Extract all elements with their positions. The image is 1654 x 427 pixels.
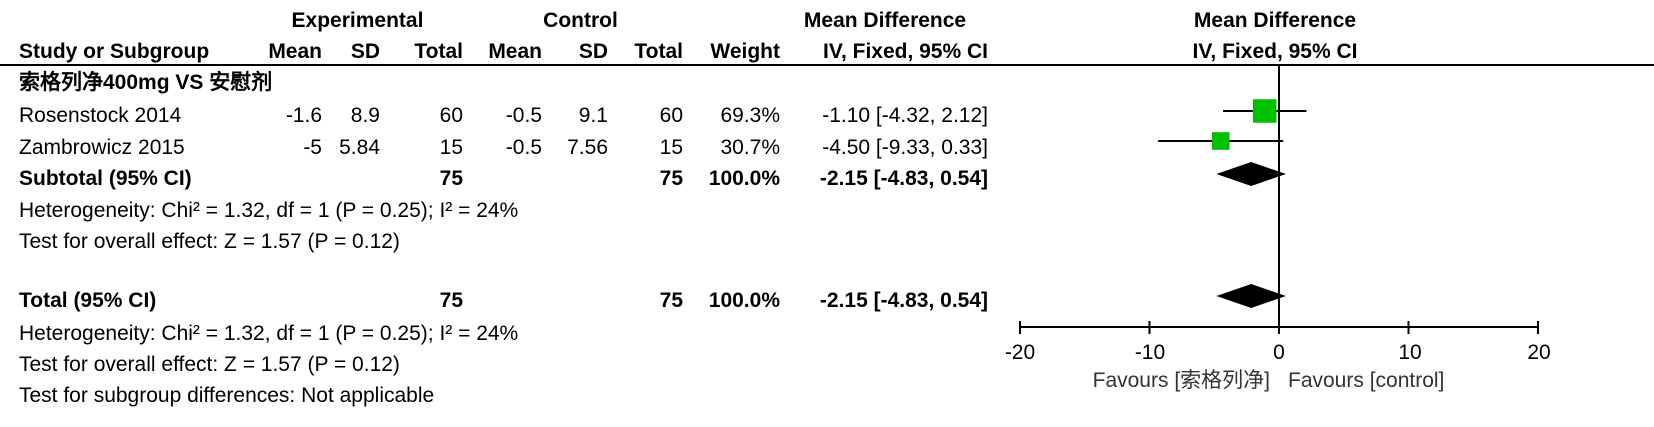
col-weight: Weight bbox=[710, 40, 780, 63]
subgroup-heterogeneity: Heterogeneity: Chi² = 1.32, df = 1 (P = … bbox=[19, 199, 519, 222]
col-ctrl-total: Total bbox=[634, 40, 683, 63]
study-exp-mean: -1.6 bbox=[285, 104, 322, 127]
study-marker bbox=[1211, 132, 1230, 150]
study-ctrl-total: 60 bbox=[659, 104, 683, 127]
total-exp-total: 75 bbox=[439, 289, 463, 312]
favours-right: Favours [control] bbox=[1288, 369, 1445, 392]
study-ctrl-mean: -0.5 bbox=[505, 136, 542, 159]
subtotal-ci: -2.15 [-4.83, 0.54] bbox=[819, 167, 988, 190]
total-overall-effect: Test for overall effect: Z = 1.57 (P = 0… bbox=[19, 353, 400, 376]
subtotal-diamond bbox=[1216, 162, 1286, 186]
favours-left: Favours [索格列净] bbox=[1092, 369, 1270, 392]
subgroup-title: 索格列净400mg VS 安慰剂 bbox=[19, 71, 273, 94]
subgroup-differences: Test for subgroup differences: Not appli… bbox=[19, 384, 435, 407]
study-name: Rosenstock 2014 bbox=[19, 104, 182, 127]
axis-tick-label: 0 bbox=[1273, 341, 1285, 364]
study-weight: 69.3% bbox=[720, 104, 780, 127]
col-exp-sd: SD bbox=[350, 40, 380, 63]
axis-tick-label: 20 bbox=[1527, 341, 1551, 364]
subtotal-exp-total: 75 bbox=[439, 167, 463, 190]
study-exp-total: 60 bbox=[439, 104, 463, 127]
study-marker bbox=[1253, 99, 1277, 123]
header-experimental: Experimental bbox=[291, 9, 424, 32]
study-exp-sd: 8.9 bbox=[350, 104, 380, 127]
header-rule bbox=[0, 64, 1654, 66]
col-md-method: IV, Fixed, 95% CI bbox=[823, 40, 988, 63]
axis-tick-label: 10 bbox=[1398, 341, 1422, 364]
col-study: Study or Subgroup bbox=[19, 40, 210, 63]
col-exp-total: Total bbox=[414, 40, 463, 63]
col-exp-mean: Mean bbox=[268, 40, 322, 63]
study-ci: -1.10 [-4.32, 2.12] bbox=[822, 104, 988, 127]
header-control: Control bbox=[543, 9, 618, 32]
axis-tick-label: -20 bbox=[1004, 341, 1036, 364]
study-ci: -4.50 [-9.33, 0.33] bbox=[822, 136, 988, 159]
study-exp-mean: -5 bbox=[303, 136, 322, 159]
total-weight: 100.0% bbox=[708, 289, 780, 312]
study-ctrl-sd: 7.56 bbox=[567, 136, 608, 159]
col-ctrl-sd: SD bbox=[578, 40, 608, 63]
subtotal-weight: 100.0% bbox=[708, 167, 780, 190]
total-diamond bbox=[1216, 284, 1286, 308]
study-ctrl-sd: 9.1 bbox=[578, 104, 608, 127]
subtotal-label: Subtotal (95% CI) bbox=[19, 167, 192, 190]
subgroup-overall-effect: Test for overall effect: Z = 1.57 (P = 0… bbox=[19, 230, 400, 253]
total-label: Total (95% CI) bbox=[19, 289, 157, 312]
subtotal-ctrl-total: 75 bbox=[659, 167, 683, 190]
study-exp-sd: 5.84 bbox=[339, 136, 380, 159]
study-exp-total: 15 bbox=[439, 136, 463, 159]
col-ctrl-mean: Mean bbox=[488, 40, 542, 63]
study-weight: 30.7% bbox=[720, 136, 780, 159]
axis-tick-label: -10 bbox=[1134, 341, 1166, 364]
study-ctrl-mean: -0.5 bbox=[505, 104, 542, 127]
plot-method-label: IV, Fixed, 95% CI bbox=[1192, 40, 1358, 63]
study-ctrl-total: 15 bbox=[659, 136, 683, 159]
total-ctrl-total: 75 bbox=[659, 289, 683, 312]
header-mean-difference-plot: Mean Difference bbox=[1193, 9, 1357, 32]
total-heterogeneity: Heterogeneity: Chi² = 1.32, df = 1 (P = … bbox=[19, 322, 519, 345]
total-ci: -2.15 [-4.83, 0.54] bbox=[819, 289, 988, 312]
header-mean-difference-table: Mean Difference bbox=[803, 9, 967, 32]
study-name: Zambrowicz 2015 bbox=[19, 136, 185, 159]
